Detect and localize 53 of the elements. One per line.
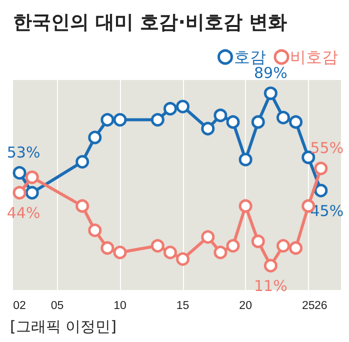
point xyxy=(238,152,252,166)
point xyxy=(238,199,252,213)
point xyxy=(289,115,303,129)
point xyxy=(314,162,328,176)
point xyxy=(163,102,177,116)
point xyxy=(276,110,290,124)
point xyxy=(264,86,278,100)
point xyxy=(25,170,39,184)
point xyxy=(100,113,114,127)
point xyxy=(76,199,90,213)
x-tick-label: 02 xyxy=(13,300,26,312)
point xyxy=(12,186,26,200)
point xyxy=(214,108,228,122)
point xyxy=(88,130,102,144)
point xyxy=(150,113,164,127)
point xyxy=(226,115,240,129)
data-label: 11% xyxy=(254,276,288,295)
point xyxy=(12,166,26,180)
point xyxy=(150,239,164,253)
x-tick-label: 10 xyxy=(114,300,126,312)
point xyxy=(176,100,190,114)
data-label: 89% xyxy=(254,64,288,82)
point xyxy=(251,115,265,129)
x-tick-label: 05 xyxy=(50,300,64,312)
point xyxy=(226,239,240,253)
x-tick-label: 15 xyxy=(176,300,190,312)
point xyxy=(264,258,278,272)
point xyxy=(100,241,114,255)
point xyxy=(201,122,215,136)
point xyxy=(176,252,190,266)
point xyxy=(314,184,328,198)
point xyxy=(25,186,39,200)
point xyxy=(113,113,127,127)
x-tick-label: 26 xyxy=(314,300,328,312)
legend-label: 비호감 xyxy=(290,48,338,66)
point xyxy=(163,246,177,260)
data-label: 45% xyxy=(310,202,344,220)
data-label: 55% xyxy=(310,139,344,158)
point xyxy=(251,234,265,248)
chart-title: 한국인의 대미 호감·비호감 변화 xyxy=(13,12,288,34)
point xyxy=(201,230,215,244)
point xyxy=(276,239,290,253)
text: [그래픽 이정민] xyxy=(10,318,116,336)
point xyxy=(113,246,127,260)
point xyxy=(88,224,102,238)
x-tick-label: 20 xyxy=(239,300,252,312)
x-tick-label: 25 xyxy=(302,300,315,312)
point xyxy=(289,241,303,255)
data-label: 53% xyxy=(6,144,40,162)
point xyxy=(214,246,228,260)
legend-label: 호감 xyxy=(234,48,266,66)
point xyxy=(76,155,90,169)
data-label: 44% xyxy=(6,204,40,222)
